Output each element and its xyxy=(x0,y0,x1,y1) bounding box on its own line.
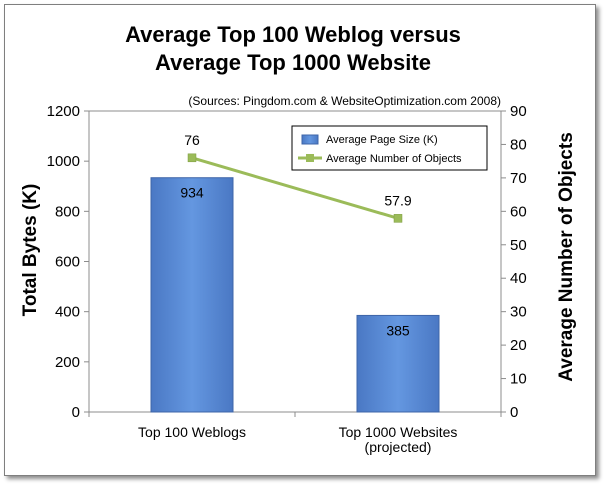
line-data-label: 57.9 xyxy=(384,192,411,208)
x-category-label: Top 100 Weblogs xyxy=(138,424,246,440)
y2-tick-label: 20 xyxy=(510,337,527,354)
plot-area: 0 200 400 600 800 1000 1200 0 10 20 30 40 50 60 70 80 90… xyxy=(47,103,527,455)
line-data-label: 76 xyxy=(184,132,200,148)
y-tick-label: 800 xyxy=(55,203,80,220)
y-axis-title: Total Bytes (K) xyxy=(20,184,41,317)
y2-tick-label: 40 xyxy=(510,270,527,287)
y-tick-label: 1200 xyxy=(47,103,80,120)
y2-tick-label: 50 xyxy=(510,237,527,254)
bar xyxy=(356,314,440,413)
y2-tick-label: 90 xyxy=(510,103,527,120)
bar xyxy=(150,177,234,413)
bar-data-label: 385 xyxy=(386,322,410,338)
chart-svg: Average Top 100 Weblog versus Average To… xyxy=(20,22,577,455)
line-point-marker xyxy=(393,214,403,223)
chart-subtitle: (Sources: Pingdom.com & WebsiteOptimizat… xyxy=(188,94,501,108)
y-tick-label: 1000 xyxy=(47,153,80,170)
y2-tick-label: 30 xyxy=(510,304,527,321)
y2-axis-title: Average Number of Objects xyxy=(556,132,577,382)
legend-label-line: Average Number of Objects xyxy=(326,153,462,165)
line-series xyxy=(191,156,399,220)
legend-swatch-bar xyxy=(301,134,319,145)
bar-data-label: 934 xyxy=(180,185,204,201)
y2-tick-label: 10 xyxy=(510,371,527,388)
y2-tick-label: 60 xyxy=(510,203,527,220)
legend-box xyxy=(291,125,488,171)
y2-tick-label: 70 xyxy=(510,170,527,187)
y-tick-label: 400 xyxy=(55,304,80,321)
legend-label-bar: Average Page Size (K) xyxy=(326,134,438,146)
chart-title-line-2: Average Top 1000 Website xyxy=(155,50,431,75)
line-point-marker xyxy=(187,153,197,163)
y2-tick-label: 0 xyxy=(510,404,518,421)
x-category-label: Top 1000 Websites xyxy=(339,424,458,440)
x-category-label: (projected) xyxy=(365,439,432,455)
y-tick-label: 0 xyxy=(72,404,80,421)
y2-tick-label: 80 xyxy=(510,136,527,153)
chart-title-line-1: Average Top 100 Weblog versus xyxy=(125,22,461,47)
chart-frame: Average Top 100 Weblog versus Average To… xyxy=(4,4,596,476)
y-tick-label: 200 xyxy=(55,354,80,371)
y-tick-label: 600 xyxy=(55,254,80,271)
legend-swatch-marker xyxy=(306,154,314,162)
